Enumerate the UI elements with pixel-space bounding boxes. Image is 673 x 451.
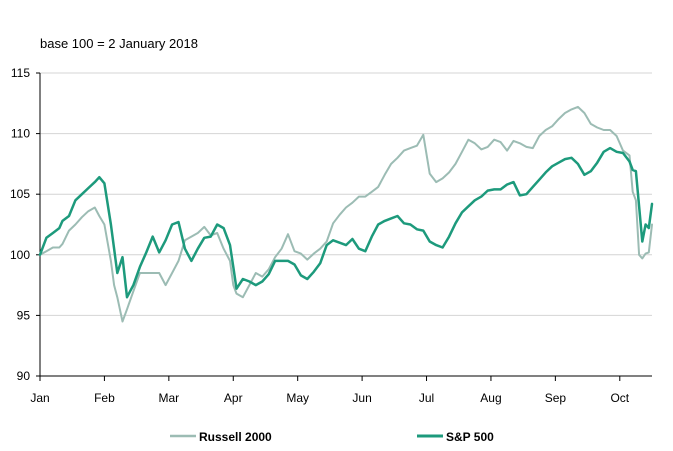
series-line-russell-2000 xyxy=(39,105,653,323)
series-line-s-p-500 xyxy=(38,146,654,299)
y-tick-label: 90 xyxy=(17,369,31,383)
x-tick-label: Jan xyxy=(30,391,49,405)
y-tick-label: 115 xyxy=(11,66,30,80)
y-tick-label: 105 xyxy=(10,187,30,201)
x-tick-label: Aug xyxy=(480,391,501,405)
legend: Russell 2000 S&P 500 xyxy=(170,430,494,444)
x-tick-label: Apr xyxy=(224,391,243,405)
x-axis-ticks: Jan Feb Mar Apr May Jun Jul Aug Sep Oct xyxy=(30,376,630,405)
x-tick-label: Jun xyxy=(352,391,371,405)
x-tick-label: Feb xyxy=(94,391,115,405)
x-tick-label: Oct xyxy=(610,391,629,405)
y-axis-ticks: 90 95 100 105 110 115 xyxy=(10,66,40,383)
x-tick-label: Jul xyxy=(419,391,434,405)
legend-label-sp-500: S&P 500 xyxy=(446,430,494,444)
x-tick-label: Mar xyxy=(159,391,180,405)
x-tick-label: May xyxy=(286,391,309,405)
chart-subtitle: base 100 = 2 January 2018 xyxy=(40,36,198,51)
y-tick-label: 100 xyxy=(10,248,30,262)
y-tick-label: 95 xyxy=(17,308,31,322)
y-tick-label: 110 xyxy=(11,127,30,141)
series-group xyxy=(38,105,654,323)
x-tick-label: Sep xyxy=(545,391,567,405)
gridlines xyxy=(40,72,652,316)
legend-label-russell-2000: Russell 2000 xyxy=(199,430,272,444)
